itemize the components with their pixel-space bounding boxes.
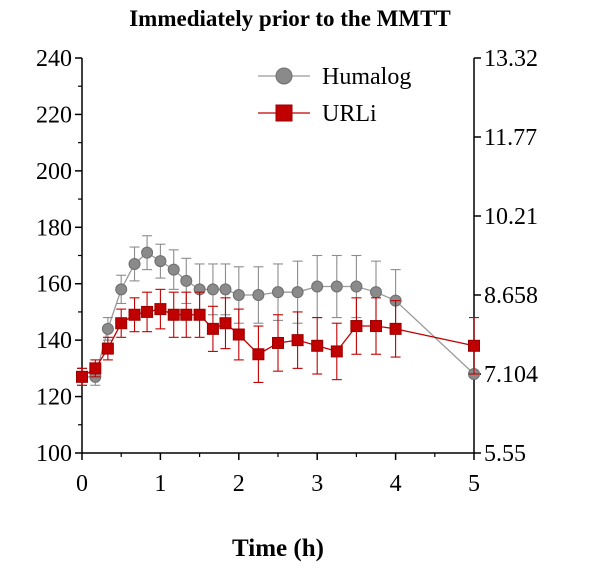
series-layer xyxy=(76,235,480,386)
data-point xyxy=(101,322,114,335)
y-tick-label: 120 xyxy=(36,385,72,411)
x-tick-label: 0 xyxy=(76,471,88,497)
data-point xyxy=(291,286,304,299)
series-urli xyxy=(76,288,480,386)
data-point xyxy=(128,308,141,321)
legend: Humalog URLi xyxy=(258,64,411,127)
data-point xyxy=(370,320,382,333)
data-point xyxy=(232,328,245,341)
y2-tick-label: 5.55 xyxy=(484,441,526,467)
data-point xyxy=(206,322,219,335)
chart-title: Immediately prior to the MMTT xyxy=(129,6,451,31)
tick-layer: 1001201401601802002202405.557.1048.65810… xyxy=(36,46,538,497)
legend-label: URLi xyxy=(322,101,377,127)
series-line xyxy=(81,308,475,378)
x-tick-label: 1 xyxy=(154,471,166,497)
data-point xyxy=(141,305,154,318)
data-point xyxy=(370,286,382,299)
y-tick-label: 220 xyxy=(36,102,72,128)
data-point xyxy=(101,342,114,355)
data-point xyxy=(330,280,343,293)
x-tick-label: 4 xyxy=(390,471,402,497)
legend-label: Humalog xyxy=(322,64,411,90)
data-point xyxy=(89,362,102,375)
data-point xyxy=(193,308,206,321)
data-point xyxy=(219,317,232,330)
x-tick-label: 3 xyxy=(311,471,323,497)
data-point xyxy=(219,283,232,296)
x-axis-label: Time (h) xyxy=(232,535,324,562)
y2-tick-label: 11.77 xyxy=(484,125,537,151)
x-tick-label: 2 xyxy=(233,471,245,497)
data-point xyxy=(128,257,141,270)
data-point xyxy=(350,320,363,333)
data-point xyxy=(180,274,193,287)
data-point xyxy=(154,255,167,268)
data-point xyxy=(389,322,402,335)
y2-tick-label: 10.21 xyxy=(484,204,538,230)
data-point xyxy=(311,339,324,352)
legend-entry: URLi xyxy=(258,101,377,127)
data-point xyxy=(154,303,167,316)
data-point xyxy=(468,339,480,352)
legend-entry: Humalog xyxy=(258,64,411,90)
y-tick-label: 140 xyxy=(36,328,72,354)
legend-marker xyxy=(275,104,293,122)
legend-marker xyxy=(275,67,293,85)
data-point xyxy=(76,370,88,383)
data-point xyxy=(311,280,324,293)
data-point xyxy=(272,336,284,349)
y-tick-label: 100 xyxy=(36,441,72,467)
series-line xyxy=(82,251,475,378)
data-point xyxy=(252,289,265,301)
data-point xyxy=(115,317,128,330)
y-tick-label: 240 xyxy=(36,46,72,72)
data-point xyxy=(167,308,180,321)
y2-tick-label: 8.658 xyxy=(484,283,538,309)
data-point xyxy=(232,289,245,301)
y-tick-label: 200 xyxy=(36,159,72,185)
data-point xyxy=(167,263,180,276)
data-point xyxy=(180,308,193,321)
x-tick-label: 5 xyxy=(468,471,480,497)
data-point xyxy=(291,334,304,347)
data-point xyxy=(141,246,154,259)
data-point xyxy=(206,283,219,296)
y2-tick-label: 7.104 xyxy=(484,362,538,388)
y-tick-label: 160 xyxy=(36,272,72,298)
data-point xyxy=(252,348,265,361)
data-point xyxy=(115,283,128,296)
y-tick-label: 180 xyxy=(36,215,72,241)
data-point xyxy=(330,345,343,358)
y2-tick-label: 13.32 xyxy=(484,46,538,72)
data-point xyxy=(350,280,363,293)
data-point xyxy=(272,286,284,299)
